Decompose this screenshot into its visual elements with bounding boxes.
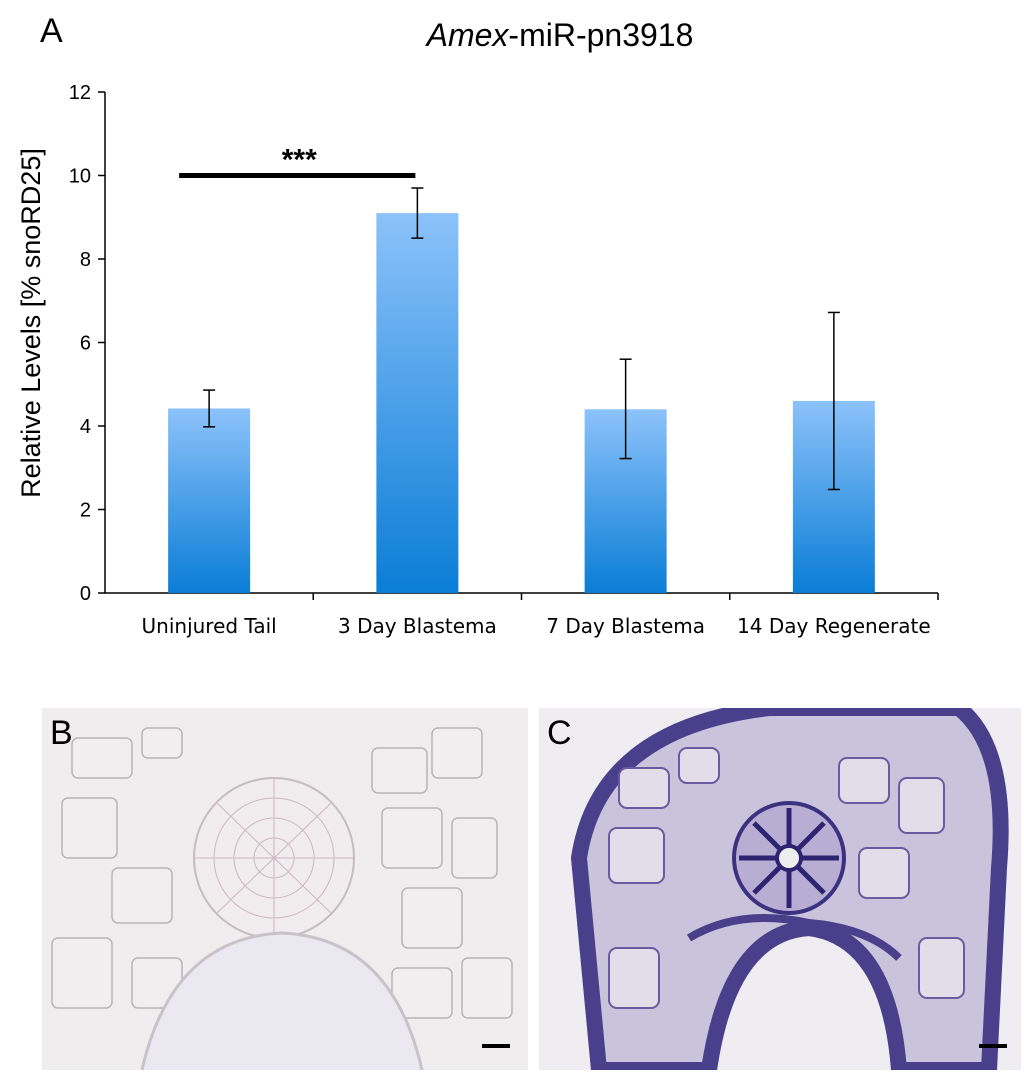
significance-label: *** — [282, 144, 317, 177]
micrograph-c: C — [539, 708, 1021, 1070]
x-category-label: 7 Day Blastema — [546, 614, 705, 638]
y-tick-label: 8 — [80, 249, 91, 271]
panel-label-a: A — [40, 12, 63, 50]
chart-title: Amex-miR-pn3918 — [425, 17, 694, 53]
y-tick-label: 4 — [80, 416, 91, 438]
chart-title-rest: -miR-pn3918 — [508, 17, 693, 53]
y-tick-label: 0 — [80, 583, 91, 605]
bar — [376, 213, 459, 593]
chart-title-italic: Amex — [425, 17, 510, 53]
y-axis-label: Relative Levels [% snoRD25] — [16, 148, 46, 498]
y-tick-label: 6 — [80, 333, 91, 355]
x-category-label: 14 Day Regenerate — [737, 614, 931, 638]
x-category-label: Uninjured Tail — [142, 614, 277, 638]
micrograph-b: B — [42, 708, 528, 1070]
micrograph-c-image — [539, 708, 1021, 1070]
y-tick-label: 10 — [69, 166, 91, 188]
bar — [168, 408, 251, 593]
bar-chart: A Amex-miR-pn3918 Relative Levels [% sno… — [16, 12, 939, 638]
panel-label-b: B — [50, 714, 73, 752]
micrograph-b-image — [42, 708, 528, 1070]
x-category-label: 3 Day Blastema — [338, 614, 497, 638]
y-tick-label: 12 — [69, 82, 91, 104]
plot-area: 0 2 4 6 8 10 12 Uninjured Tail 3 Day Blastema 7 D… — [69, 82, 939, 638]
y-tick-label: 2 — [80, 500, 91, 522]
panel-label-c: C — [547, 714, 572, 752]
